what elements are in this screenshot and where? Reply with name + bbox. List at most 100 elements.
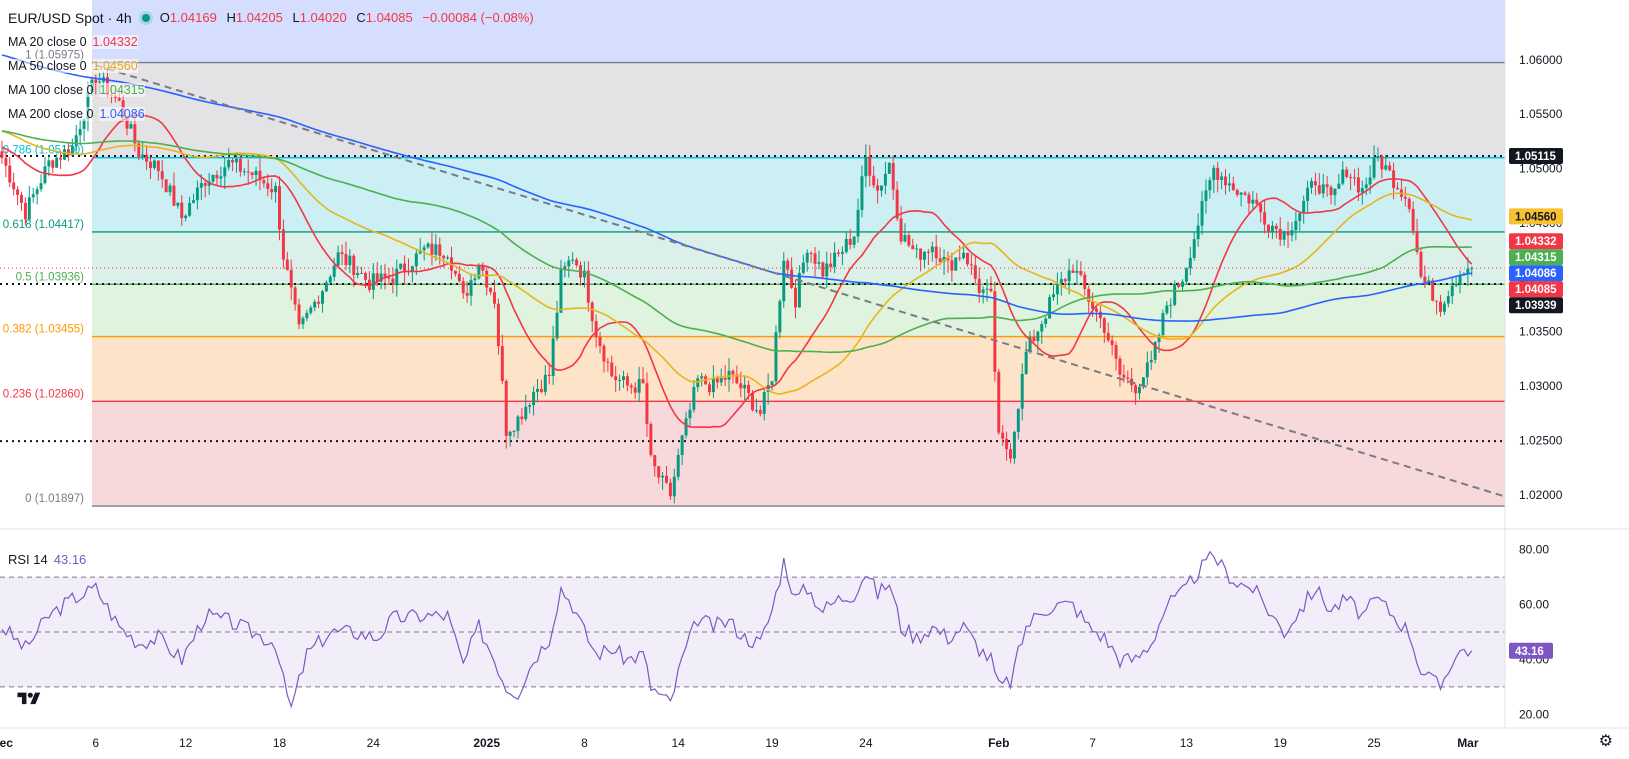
- candle-body: [1427, 280, 1431, 283]
- candle-body: [328, 276, 332, 283]
- candle-body: [156, 160, 160, 172]
- candle-body: [571, 259, 575, 261]
- price-label-text: 1.04560: [1515, 211, 1557, 223]
- candle-body: [751, 393, 754, 411]
- candle-body: [923, 251, 926, 260]
- candle-body: [238, 158, 242, 172]
- candle-body: [63, 149, 66, 160]
- fib-label: 0 (1.01897): [25, 493, 84, 505]
- candle-body: [1227, 183, 1231, 186]
- candle-body: [344, 254, 348, 266]
- ma200-legend[interactable]: MA 200 close 0 1.04086: [8, 102, 540, 126]
- candle-body: [184, 215, 188, 219]
- candle-body: [1048, 297, 1052, 319]
- candle-body: [1032, 337, 1036, 342]
- candle-body: [493, 292, 496, 304]
- open-value: 1.04169: [169, 10, 217, 25]
- candle-body: [199, 183, 203, 188]
- ma50-line: [1, 130, 1472, 395]
- candle-body: [242, 171, 246, 173]
- candle-body: [1368, 177, 1372, 185]
- candle-body: [137, 143, 141, 157]
- candle-body: [1337, 183, 1341, 189]
- price-tick-label: 1.02500: [1519, 433, 1563, 447]
- candle-body: [1306, 187, 1310, 201]
- candle-body: [641, 379, 645, 384]
- candle-body: [149, 161, 152, 169]
- price-label-text: 1.04086: [1515, 268, 1557, 280]
- candle-body: [512, 430, 516, 432]
- candle-body: [645, 383, 649, 425]
- tradingview-logo-icon[interactable]: [16, 690, 42, 708]
- candle-body: [1243, 192, 1247, 195]
- candle-body: [805, 252, 809, 263]
- candle-body: [848, 238, 852, 245]
- candle-body: [414, 253, 418, 267]
- candle-body: [1005, 438, 1009, 450]
- candle-body: [516, 416, 520, 431]
- candle-body: [496, 303, 500, 347]
- price-label-badge: [1509, 233, 1563, 250]
- ma50-legend[interactable]: MA 50 close 0 1.04560: [8, 54, 540, 78]
- ma100-legend[interactable]: MA 100 close 0 1.04315: [8, 78, 540, 102]
- settings-gear-icon[interactable]: ⚙: [1598, 733, 1613, 750]
- candle-body: [672, 476, 676, 497]
- candle-body: [700, 376, 704, 379]
- candle-body: [1259, 203, 1263, 213]
- fib-label: 0.618 (1.04417): [3, 219, 84, 231]
- candle-body: [1423, 276, 1427, 283]
- candle-body: [1329, 187, 1333, 196]
- candle-body: [446, 257, 450, 259]
- candle-body: [520, 416, 524, 420]
- symbol-title[interactable]: EUR/USD Spot · 4h: [8, 10, 132, 26]
- candle-body: [766, 385, 770, 393]
- candle-body: [203, 183, 207, 186]
- candle-body: [508, 431, 512, 436]
- candle-body: [790, 269, 794, 288]
- candle-body: [309, 307, 313, 313]
- candle-body: [227, 159, 231, 168]
- ma100-label: MA 100 close 0: [8, 83, 94, 97]
- candle-body: [281, 229, 285, 260]
- candle-body: [1055, 283, 1059, 295]
- candle-body: [532, 391, 536, 406]
- candle-body: [1235, 190, 1239, 195]
- price-tick-label: 1.05500: [1519, 107, 1563, 121]
- candle-body: [868, 156, 872, 176]
- candle-body: [422, 247, 426, 251]
- candle-body: [547, 374, 551, 377]
- candle-body: [211, 174, 215, 182]
- candle-body: [1114, 345, 1118, 359]
- candle-body: [852, 236, 856, 245]
- time-tick-label: 24: [367, 736, 381, 750]
- candle-body: [1231, 183, 1235, 191]
- price-label-badge: [1509, 249, 1563, 266]
- candle-body: [500, 346, 504, 382]
- candle-body: [195, 187, 199, 201]
- candle-body: [774, 332, 778, 382]
- candle-body: [379, 273, 383, 282]
- candle-body: [86, 92, 90, 120]
- candle-body: [1110, 340, 1114, 346]
- candle-body: [1407, 198, 1411, 209]
- candle-body: [485, 270, 489, 288]
- ma20-legend[interactable]: MA 20 close 0 1.04332: [8, 30, 540, 54]
- candle-body: [821, 262, 825, 277]
- candle-body: [903, 235, 907, 242]
- time-tick-label: 12: [179, 736, 193, 750]
- candle-body: [856, 209, 860, 237]
- rsi-tick-label: 20.00: [1519, 707, 1549, 721]
- candle-body: [1313, 181, 1317, 186]
- rsi-legend[interactable]: RSI 14 43.16: [8, 552, 86, 567]
- candle-body: [1212, 167, 1216, 181]
- low-value: 1.04020: [299, 10, 347, 25]
- trendline: [95, 64, 1504, 497]
- candle-body: [1345, 169, 1349, 177]
- candle-body: [16, 189, 20, 195]
- candle-body: [489, 287, 493, 293]
- candle-body: [1063, 279, 1067, 282]
- candle-body: [364, 273, 367, 280]
- candle-body: [1380, 156, 1384, 170]
- ma20-label: MA 20 close 0: [8, 35, 87, 49]
